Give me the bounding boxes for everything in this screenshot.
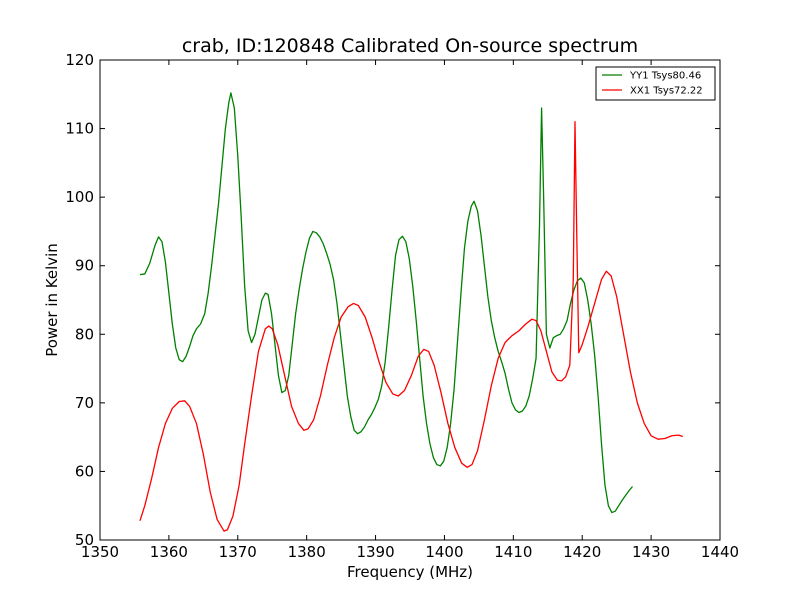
plot-frame (99, 59, 721, 541)
x-tick-label: 1400 (425, 543, 463, 561)
x-tick-label: 1370 (219, 543, 257, 561)
x-tick-label: 1440 (701, 543, 739, 561)
y-tick-label: 70 (75, 394, 94, 412)
y-tick-label: 60 (75, 462, 94, 480)
legend-label: XX1 Tsys72.22 (630, 86, 703, 97)
y-tick-label: 110 (65, 120, 94, 138)
axis-ticks: 1350 1360 1370 1380 1390 1400 1410 1420 1430 1440… (65, 51, 739, 561)
x-tick-label: 1350 (81, 543, 119, 561)
x-tick-label: 1360 (150, 543, 188, 561)
y-tick-label: 120 (65, 51, 94, 69)
x-tick-label: 1410 (494, 543, 532, 561)
x-tick-label: 1390 (356, 543, 394, 561)
series-line-1 (139, 121, 684, 532)
plot-lines (139, 92, 684, 532)
x-tick-label: 1380 (288, 543, 326, 561)
x-tick-label: 1430 (632, 543, 670, 561)
legend-label: YY1 Tsys80.46 (629, 71, 701, 82)
x-tick-label: 1420 (563, 543, 601, 561)
y-tick-label: 100 (65, 188, 94, 206)
y-tick-label: 80 (75, 325, 94, 343)
x-axis-label: Frequency (MHz) (347, 563, 473, 581)
y-tick-label: 90 (75, 257, 94, 275)
y-tick-label: 50 (75, 531, 94, 549)
legend-box (595, 66, 716, 101)
y-axis-label: Power in Kelvin (43, 243, 61, 357)
series-line-0 (139, 92, 634, 514)
chart-legend: YY1 Tsys80.46 XX1 Tsys72.22 (595, 66, 716, 101)
chart-title: crab, ID:120848 Calibrated On-source spe… (182, 35, 638, 57)
